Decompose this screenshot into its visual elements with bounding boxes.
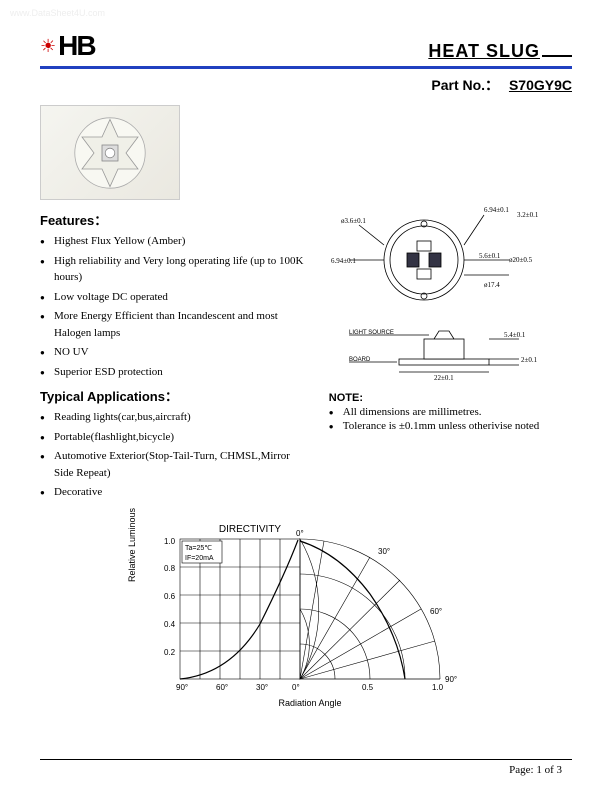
header: ☀ HB HEAT SLUG: [40, 30, 572, 62]
angle-label: 60°: [430, 607, 442, 616]
list-item: More Energy Efficient than Incandescent …: [54, 308, 309, 341]
part-no-label: Part No.：: [431, 77, 499, 93]
xtick: 90°: [176, 683, 188, 692]
side-view-drawing: LIGHT SOURCE BOARD 5.4±0.1 2±0.1 22±0.1: [329, 327, 549, 382]
ytick: 0.2: [164, 648, 176, 657]
apps-heading: Typical Applications：: [40, 386, 309, 405]
ytick: 0.6: [164, 592, 176, 601]
sun-icon: ☀: [40, 36, 56, 57]
list-item: Low voltage DC operated: [54, 289, 309, 306]
dim-label: 5.6±0.1: [479, 252, 501, 260]
dim-label: 3.2±0.1: [517, 211, 539, 219]
list-item: All dimensions are millimetres.: [343, 406, 572, 418]
dim-label: ø17.4: [484, 281, 500, 289]
ytick: 1.0: [164, 537, 176, 546]
ytick: 0.4: [164, 620, 176, 629]
ytick: 0.8: [164, 564, 176, 573]
top-view-drawing: 6.94±0.1 3.2±0.1 5.6±0.1 ø20±0.5 ø17.4 6…: [329, 195, 549, 315]
apps-list: Reading lights(car,bus,aircraft) Portabl…: [40, 409, 309, 501]
page-footer: Page: 1 of 3: [509, 764, 562, 776]
dim-label: 6.94±0.1: [484, 206, 509, 214]
chart-title: DIRECTIVITY: [200, 524, 300, 535]
angle-label: 30°: [378, 547, 390, 556]
doc-title: HEAT SLUG: [428, 41, 572, 62]
star-pcb-icon: [70, 113, 150, 193]
features-heading: Features：: [40, 210, 309, 229]
list-item: Tolerance is ±0.1mm unless otherivise no…: [343, 420, 572, 432]
list-item: Reading lights(car,bus,aircraft): [54, 409, 309, 426]
directivity-chart: DIRECTIVITY Relative Luminous Radiation …: [140, 524, 480, 704]
chart-box-line: IF=20mA: [185, 555, 214, 562]
logo: ☀ HB: [40, 30, 95, 62]
list-item: Automotive Exterior(Stop-Tail-Turn, CHMS…: [54, 448, 309, 481]
product-image: [40, 105, 180, 200]
logo-text: HB: [58, 30, 94, 62]
watermark: www.DataSheet4U.com: [10, 8, 105, 18]
dim-label: 6.94±0.1: [331, 257, 356, 265]
notes-list: All dimensions are millimetres. Toleranc…: [329, 406, 572, 432]
list-item: NO UV: [54, 344, 309, 361]
dim-label: 2±0.1: [521, 356, 538, 364]
footer-rule: [40, 759, 572, 760]
dim-label: 22±0.1: [434, 374, 454, 382]
left-column: Features： Highest Flux Yellow (Amber) Hi…: [40, 105, 309, 504]
list-item: Portable(flashlight,bicycle): [54, 429, 309, 446]
features-list: Highest Flux Yellow (Amber) High reliabi…: [40, 233, 309, 380]
xtick: 60°: [216, 683, 228, 692]
dim-label: ø20±0.5: [509, 256, 533, 264]
xtick: 30°: [256, 683, 268, 692]
header-rule: [40, 66, 572, 69]
radius-label: 0.5: [362, 683, 374, 692]
list-item: Superior ESD protection: [54, 364, 309, 381]
chart-ylabel: Relative Luminous: [127, 507, 137, 581]
xtick: 0°: [292, 683, 300, 692]
chart-xlabel: Radiation Angle: [200, 698, 420, 708]
angle-label: 90°: [445, 675, 457, 684]
chart-box-line: Ta=25℃: [185, 545, 212, 552]
content-columns: Features： Highest Flux Yellow (Amber) Hi…: [40, 105, 572, 504]
label: LIGHT SOURCE: [349, 330, 394, 336]
list-item: Highest Flux Yellow (Amber): [54, 233, 309, 250]
part-number-row: Part No.： S70GY9C: [40, 75, 572, 95]
dim-label: ø3.6±0.1: [341, 217, 366, 225]
right-column: 6.94±0.1 3.2±0.1 5.6±0.1 ø20±0.5 ø17.4 6…: [329, 105, 572, 504]
dim-label: 5.4±0.1: [504, 331, 526, 339]
list-item: Decorative: [54, 484, 309, 501]
list-item: High reliability and Very long operating…: [54, 253, 309, 286]
label: BOARD: [349, 357, 371, 363]
radius-label: 1.0: [432, 683, 444, 692]
part-no-value: S70GY9C: [509, 77, 572, 93]
note-heading: NOTE:: [329, 392, 572, 404]
